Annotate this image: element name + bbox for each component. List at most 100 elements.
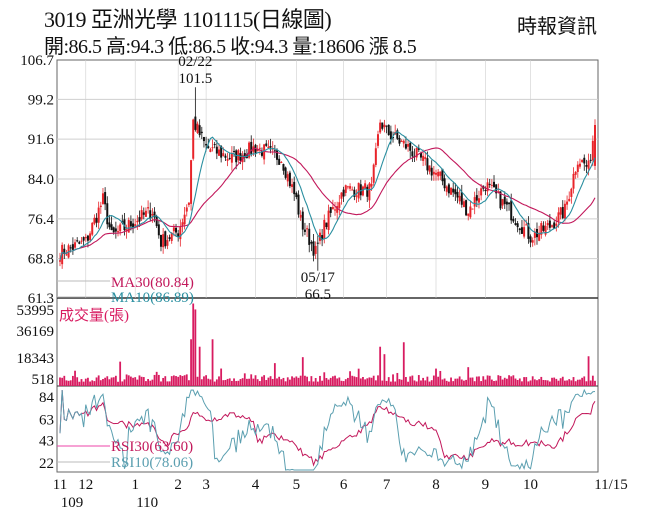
volume-bar — [529, 380, 532, 386]
volume-bar — [548, 381, 551, 386]
volume-bar — [568, 379, 571, 386]
candle-body — [437, 171, 440, 177]
candle-body — [151, 214, 154, 216]
volume-bar — [585, 381, 588, 386]
candle-body — [185, 207, 188, 212]
ma30-line — [59, 147, 596, 261]
candle-body — [475, 195, 478, 201]
volume-bar — [136, 379, 139, 386]
candle-body — [344, 185, 347, 193]
volume-bar — [501, 379, 504, 386]
rsi-tick-label: 84 — [39, 390, 55, 406]
volume-bar — [570, 380, 573, 386]
volume-bar — [196, 376, 199, 386]
candle-body — [462, 201, 465, 208]
candle-body — [430, 167, 433, 176]
candle-body — [512, 218, 515, 222]
candle-body — [76, 240, 79, 242]
volume-bar — [286, 377, 289, 386]
candle-body — [134, 224, 137, 227]
candle-body — [220, 145, 223, 158]
candle-body — [243, 153, 246, 158]
candle-body — [387, 124, 390, 135]
volume-bar — [581, 377, 584, 386]
candle-body — [198, 125, 201, 136]
candle-body — [269, 146, 272, 148]
volume-bar — [304, 375, 306, 386]
candle-body — [508, 202, 511, 205]
volume-bar — [233, 378, 235, 386]
candle-body — [467, 213, 470, 216]
candle-body — [568, 198, 571, 202]
candle-body — [273, 150, 276, 152]
volume-tick-label: 518 — [32, 372, 55, 388]
candle-body — [409, 142, 412, 151]
volume-bar — [450, 377, 452, 386]
volume-bar — [355, 377, 358, 386]
candle-body — [385, 125, 388, 127]
volume-bar — [374, 380, 377, 386]
volume-bar — [334, 375, 336, 386]
rsi-tick-label: 22 — [39, 456, 54, 472]
candle-body — [89, 233, 92, 241]
volume-bar — [276, 378, 278, 386]
volume-bar — [329, 377, 332, 386]
volume-bar — [452, 381, 455, 386]
candle-body — [312, 241, 315, 256]
volume-bar — [190, 339, 192, 386]
volume-bar — [533, 379, 536, 386]
volume-bar — [426, 376, 429, 386]
volume-bar — [99, 380, 102, 386]
candle-body — [301, 211, 304, 230]
candle-body — [308, 228, 311, 245]
candle-body — [331, 207, 334, 210]
volume-bar — [226, 378, 229, 386]
volume-bar — [480, 381, 483, 386]
candle-body — [523, 227, 526, 237]
candle-body — [366, 186, 369, 197]
volume-bar — [484, 379, 487, 386]
volume-bar — [132, 377, 134, 386]
candle-body — [574, 171, 577, 175]
x-tick-label: 7 — [383, 477, 391, 493]
volume-bar — [508, 375, 510, 386]
candle-body — [458, 195, 461, 202]
candle-body — [566, 201, 569, 205]
candle-body — [256, 149, 259, 152]
candle-body — [486, 182, 489, 192]
candle-body — [93, 217, 96, 224]
volume-bar — [510, 376, 513, 386]
candle-body — [505, 201, 508, 205]
volume-bar — [331, 376, 334, 386]
candle-body — [213, 144, 216, 146]
volume-bar — [248, 378, 250, 386]
candle-body — [583, 157, 586, 164]
volume-bar — [398, 379, 401, 386]
volume-bar — [362, 376, 364, 386]
candle-body — [217, 149, 220, 156]
candle-body — [435, 172, 438, 175]
candle-body — [110, 224, 113, 231]
candle-body — [314, 245, 317, 254]
candle-body — [316, 242, 319, 244]
volume-bar — [417, 375, 420, 386]
volume-bar — [267, 377, 270, 386]
volume-bar — [142, 377, 145, 386]
volume-bar — [183, 375, 186, 386]
candle-body — [192, 119, 195, 159]
volume-bar — [71, 375, 74, 386]
volume-bar — [463, 380, 465, 386]
candle-body — [439, 171, 442, 176]
volume-bar — [409, 376, 412, 386]
candle-body — [518, 228, 521, 231]
candle-body — [591, 140, 594, 161]
annotation-value: 66.5 — [305, 287, 331, 303]
volume-bar — [445, 380, 448, 386]
volume-bar — [203, 376, 205, 386]
volume-bar — [321, 380, 324, 386]
candle-body — [392, 137, 395, 139]
candle-body — [71, 244, 74, 250]
volume-bar — [323, 372, 326, 386]
volume-bar — [428, 381, 431, 386]
